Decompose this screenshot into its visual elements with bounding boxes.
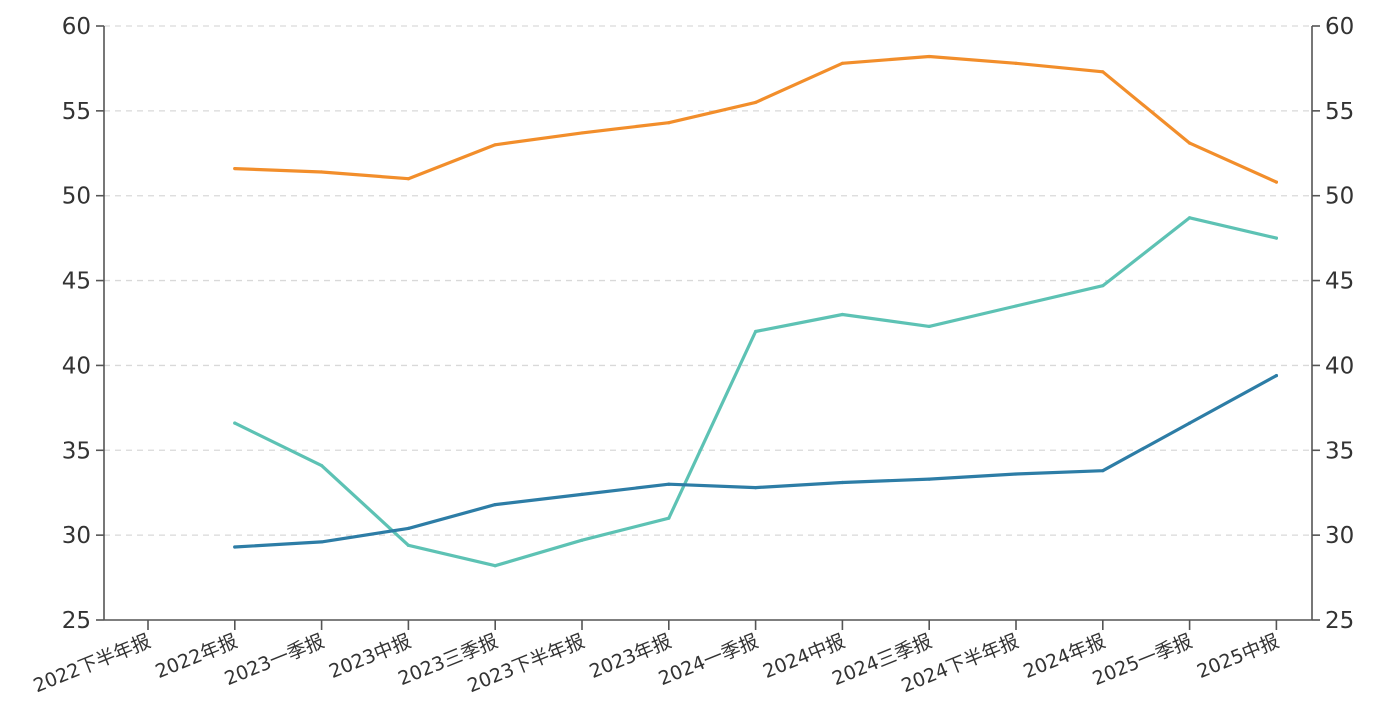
series-1-point: [493, 143, 497, 147]
series-1-point: [580, 131, 584, 135]
series-2-point: [493, 564, 497, 568]
series-3-point: [493, 502, 497, 507]
y-right-tick-label: 50: [1325, 184, 1354, 210]
series-3-point: [927, 477, 931, 481]
y-left-tick-label: 55: [62, 99, 91, 125]
y-right-tick-label: 60: [1325, 14, 1354, 40]
series-1-point: [233, 166, 237, 171]
series-2-point: [580, 538, 584, 542]
series-1-point: [754, 100, 758, 104]
y-left-tick-label: 35: [62, 438, 91, 464]
y-left-tick-label: 30: [62, 523, 91, 549]
y-left-tick-label: 25: [62, 608, 91, 634]
series-1-point: [320, 170, 324, 174]
y-left-tick-label: 45: [62, 269, 91, 295]
series-2-point: [1188, 216, 1192, 220]
series-1-point: [1274, 180, 1278, 184]
series-2-point: [1101, 284, 1105, 288]
x-tick-label: 2022下半年报: [30, 630, 154, 697]
series-3-point: [754, 486, 758, 490]
series-3-point: [580, 492, 584, 497]
y-right-tick-label: 35: [1325, 438, 1354, 464]
series-2-point: [1014, 304, 1018, 308]
series-2-point: [406, 543, 410, 547]
y-right-tick-label: 30: [1325, 523, 1354, 549]
series-3-point: [1101, 469, 1105, 473]
series-2-point: [754, 329, 758, 334]
series-layer: [233, 54, 1278, 568]
series-3-point: [320, 540, 324, 544]
series-1-point: [1014, 61, 1018, 65]
series-3-point: [406, 526, 410, 530]
x-tick-label: 2025中报: [1194, 630, 1282, 683]
series-line-2: [233, 216, 1278, 568]
series-2-point: [320, 463, 324, 468]
x-tick-label: 2023一季报: [222, 630, 328, 690]
y-left-tick-label: 40: [62, 353, 91, 379]
series-3-point: [1188, 421, 1192, 425]
y-right-tick-label: 55: [1325, 99, 1354, 125]
series-2-point: [667, 516, 671, 520]
grid-layer: [104, 25, 1312, 536]
series-2-point: [1274, 236, 1278, 240]
series-1-point: [406, 177, 410, 181]
y-right-tick-label: 25: [1325, 608, 1354, 634]
axis-layer: [96, 25, 1320, 630]
series-1-point: [1101, 70, 1105, 74]
y-right-tick-label: 45: [1325, 269, 1354, 295]
series-3-point: [1014, 472, 1018, 476]
series-line-3: [233, 374, 1278, 549]
series-2-point: [927, 324, 931, 328]
x-tick-label: 2025一季报: [1090, 630, 1196, 690]
series-1-point: [667, 121, 671, 125]
series-2-point: [233, 421, 237, 425]
series-3-point: [667, 482, 671, 486]
series-3-point: [233, 545, 237, 549]
series-line-1: [233, 54, 1278, 184]
y-left-tick-label: 50: [62, 184, 91, 210]
y-right-tick-label: 40: [1325, 353, 1354, 379]
series-3-point: [1274, 374, 1278, 378]
x-tick-label: 2024一季报: [656, 630, 762, 690]
series-2-point: [840, 312, 845, 317]
y-left-tick-label: 60: [62, 14, 91, 40]
series-1-point: [840, 61, 845, 65]
series-3-point: [840, 480, 845, 485]
series-1-point: [1188, 141, 1192, 145]
series-1-point: [927, 54, 931, 59]
